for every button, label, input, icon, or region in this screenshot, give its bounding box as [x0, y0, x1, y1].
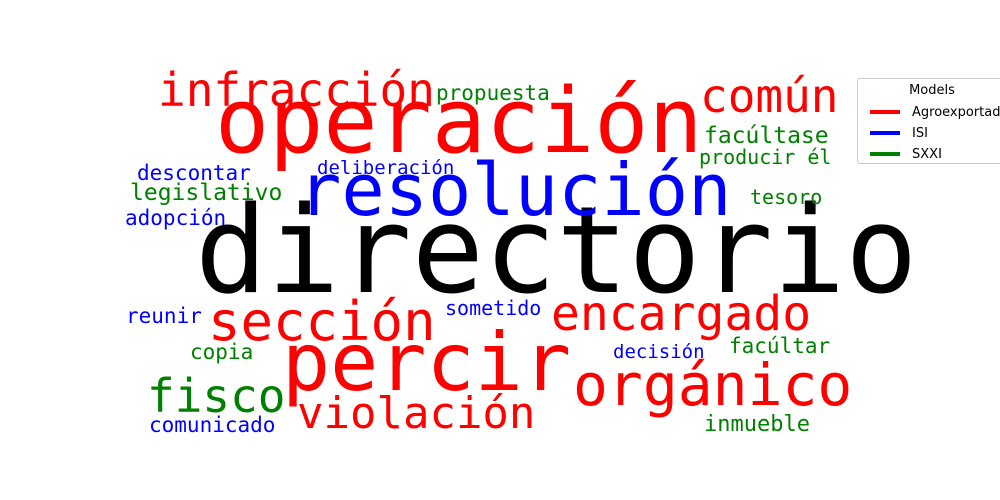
legend-label-sxxi: SXXI [912, 146, 942, 162]
legend-label-isi: ISI [912, 125, 928, 141]
legend-swatch-isi [870, 131, 900, 135]
legend: Models Agroexportador ISI SXXI [857, 78, 1000, 164]
legend-title: Models [909, 83, 955, 98]
word-facúltar: facúltar [729, 334, 830, 358]
word-facúltase: facúltase [704, 123, 829, 149]
word-sección: sección [208, 290, 436, 353]
word-común: común [700, 69, 838, 123]
word-comunicado: comunicado [149, 413, 275, 437]
word-violación: violación [297, 388, 535, 439]
word-percir: percir [282, 316, 571, 409]
word-encargado: encargado [551, 286, 811, 342]
legend-label-agroexportador: Agroexportador [912, 104, 1000, 120]
word-reunir: reunir [126, 304, 202, 328]
word-descontar: descontar [137, 161, 251, 185]
legend-entry-isi: ISI [870, 124, 928, 142]
word-operación: operación [215, 69, 703, 174]
word-tesoro: tesoro [750, 185, 822, 209]
legend-swatch-agroexportador [870, 110, 900, 114]
word-resolución: resolución [298, 148, 731, 232]
word-propuesta: propuesta [436, 81, 550, 105]
legend-swatch-sxxi [870, 152, 900, 156]
word-deliberación: deliberación [317, 157, 454, 179]
word-producir-él: producir él [699, 145, 831, 169]
word-adopción: adopción [125, 206, 226, 230]
legend-entry-sxxi: SXXI [870, 145, 942, 163]
legend-entry-agroexportador: Agroexportador [870, 103, 1000, 121]
word-copia: copia [190, 340, 253, 364]
word-directorio: directorio [195, 182, 917, 321]
word-inmueble: inmueble [704, 412, 810, 437]
word-orgánico: orgánico [573, 351, 852, 419]
word-sometido: sometido [445, 296, 541, 320]
word-fisco: fisco [147, 369, 285, 423]
word-legislativo: legislativo [130, 180, 282, 206]
word-infracción: infracción [158, 63, 435, 117]
word-decisión: decisión [613, 341, 705, 363]
